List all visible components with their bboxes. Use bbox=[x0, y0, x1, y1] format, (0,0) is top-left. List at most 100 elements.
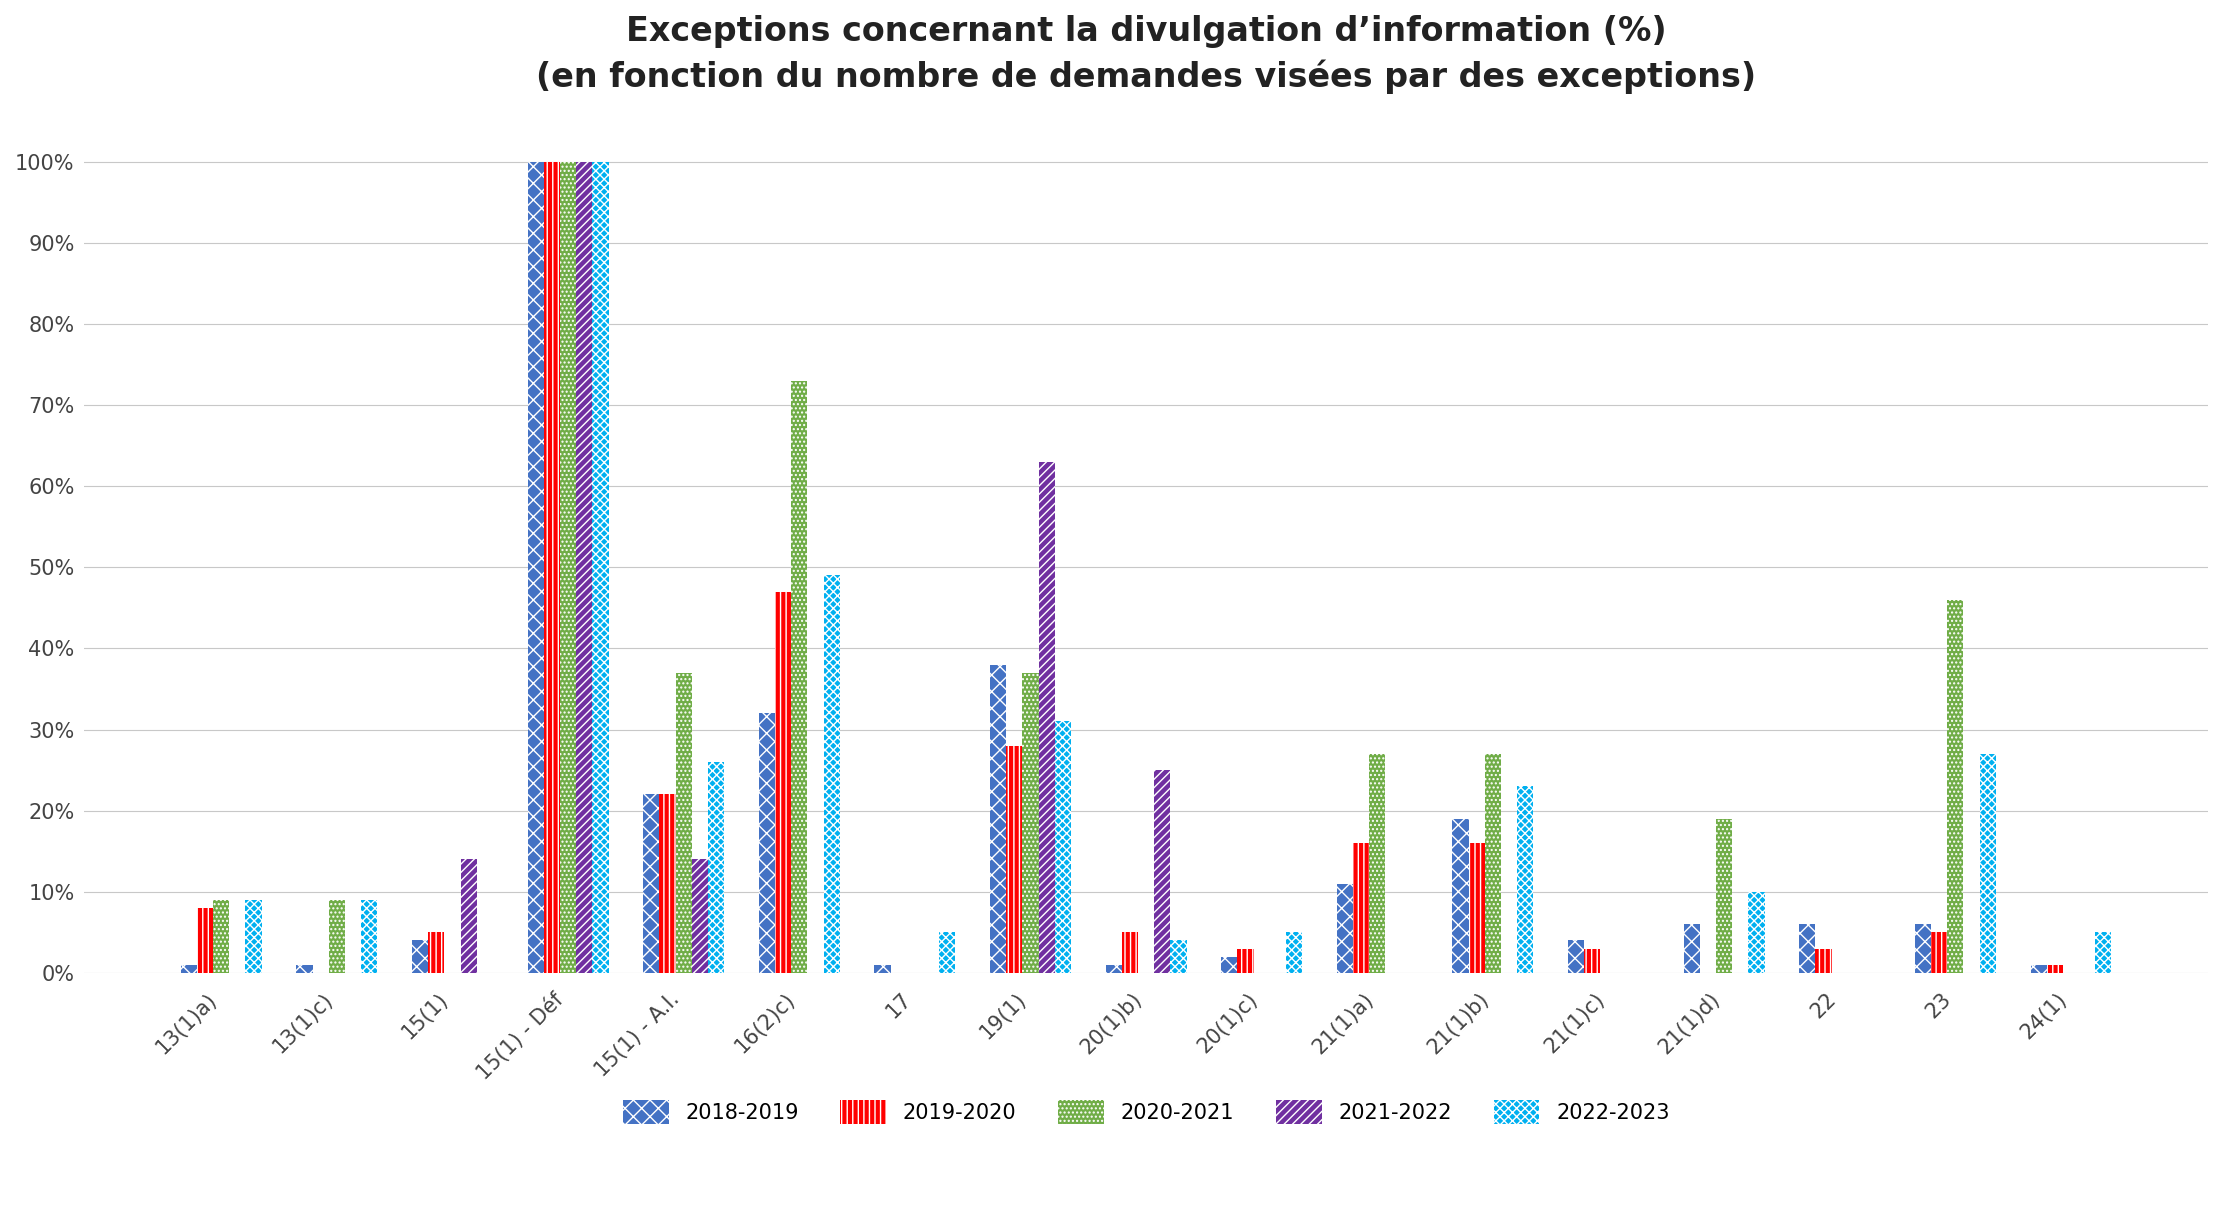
Bar bbox=[1105, 965, 1123, 973]
Bar bbox=[642, 795, 660, 973]
Bar bbox=[1336, 884, 1354, 973]
Bar bbox=[989, 664, 1007, 973]
Bar bbox=[1816, 948, 1832, 973]
Bar bbox=[591, 162, 609, 973]
Bar bbox=[938, 932, 956, 973]
Bar bbox=[213, 900, 229, 973]
Bar bbox=[758, 713, 776, 973]
Bar bbox=[1947, 599, 1963, 973]
Bar bbox=[874, 965, 891, 973]
Bar bbox=[545, 162, 560, 973]
Bar bbox=[429, 932, 445, 973]
Bar bbox=[676, 673, 691, 973]
Bar bbox=[1932, 932, 1947, 973]
Bar bbox=[1798, 925, 1816, 973]
Bar bbox=[198, 907, 213, 973]
Bar bbox=[360, 900, 378, 973]
Bar bbox=[1716, 819, 1732, 973]
Bar bbox=[460, 860, 476, 973]
Bar bbox=[329, 900, 345, 973]
Bar bbox=[1518, 786, 1534, 973]
Bar bbox=[213, 900, 229, 973]
Bar bbox=[560, 162, 576, 973]
Bar bbox=[1369, 754, 1385, 973]
Bar bbox=[245, 900, 262, 973]
Bar bbox=[1452, 819, 1469, 973]
Bar bbox=[823, 576, 840, 973]
Bar bbox=[2096, 932, 2112, 973]
Bar bbox=[411, 941, 429, 973]
Bar bbox=[180, 965, 198, 973]
Bar bbox=[1469, 844, 1485, 973]
Legend: 2018-2019, 2019-2020, 2020-2021, 2021-2022, 2022-2023: 2018-2019, 2019-2020, 2020-2021, 2021-20… bbox=[614, 1092, 1678, 1132]
Bar bbox=[1354, 844, 1369, 973]
Bar bbox=[1750, 892, 1765, 973]
Bar bbox=[329, 900, 345, 973]
Bar bbox=[429, 932, 445, 973]
Title: Exceptions concernant la divulgation d’information (%)
(en fonction du nombre de: Exceptions concernant la divulgation d’i… bbox=[536, 15, 1756, 93]
Bar bbox=[2030, 965, 2047, 973]
Bar bbox=[776, 592, 791, 973]
Bar bbox=[1238, 948, 1254, 973]
Bar bbox=[1154, 770, 1169, 973]
Bar bbox=[2030, 965, 2047, 973]
Bar bbox=[691, 860, 707, 973]
Bar bbox=[1105, 965, 1123, 973]
Bar bbox=[1932, 932, 1947, 973]
Bar bbox=[1285, 932, 1303, 973]
Bar bbox=[1169, 941, 1187, 973]
Bar bbox=[560, 162, 576, 973]
Bar bbox=[1585, 948, 1601, 973]
Bar bbox=[1469, 844, 1485, 973]
Bar bbox=[874, 965, 891, 973]
Bar bbox=[642, 795, 660, 973]
Bar bbox=[1981, 754, 1996, 973]
Bar bbox=[1123, 932, 1138, 973]
Bar bbox=[1798, 925, 1816, 973]
Bar bbox=[1023, 673, 1038, 973]
Bar bbox=[1054, 722, 1071, 973]
Bar bbox=[1981, 754, 1996, 973]
Bar bbox=[1750, 892, 1765, 973]
Bar bbox=[1485, 754, 1501, 973]
Bar bbox=[1914, 925, 1932, 973]
Bar bbox=[527, 162, 545, 973]
Bar bbox=[1007, 745, 1023, 973]
Bar bbox=[296, 965, 313, 973]
Bar bbox=[1567, 941, 1585, 973]
Bar bbox=[1354, 844, 1369, 973]
Bar bbox=[1169, 941, 1187, 973]
Bar bbox=[2047, 965, 2063, 973]
Bar bbox=[460, 860, 476, 973]
Bar bbox=[1220, 957, 1238, 973]
Bar bbox=[776, 592, 791, 973]
Bar bbox=[180, 965, 198, 973]
Bar bbox=[1816, 948, 1832, 973]
Bar bbox=[660, 795, 676, 973]
Bar bbox=[1038, 462, 1054, 973]
Bar bbox=[1683, 925, 1701, 973]
Bar bbox=[545, 162, 560, 973]
Bar bbox=[707, 763, 725, 973]
Bar bbox=[1038, 462, 1054, 973]
Bar bbox=[660, 795, 676, 973]
Bar bbox=[576, 162, 591, 973]
Bar bbox=[938, 932, 956, 973]
Bar bbox=[1518, 786, 1534, 973]
Bar bbox=[245, 900, 262, 973]
Bar bbox=[791, 381, 807, 973]
Bar bbox=[707, 763, 725, 973]
Bar bbox=[198, 907, 213, 973]
Bar bbox=[1914, 925, 1932, 973]
Bar bbox=[989, 664, 1007, 973]
Bar bbox=[676, 673, 691, 973]
Bar bbox=[576, 162, 591, 973]
Bar bbox=[591, 162, 609, 973]
Bar bbox=[1485, 754, 1501, 973]
Bar bbox=[1023, 673, 1038, 973]
Bar bbox=[823, 576, 840, 973]
Bar bbox=[1585, 948, 1601, 973]
Bar bbox=[1123, 932, 1138, 973]
Bar bbox=[1336, 884, 1354, 973]
Bar bbox=[411, 941, 429, 973]
